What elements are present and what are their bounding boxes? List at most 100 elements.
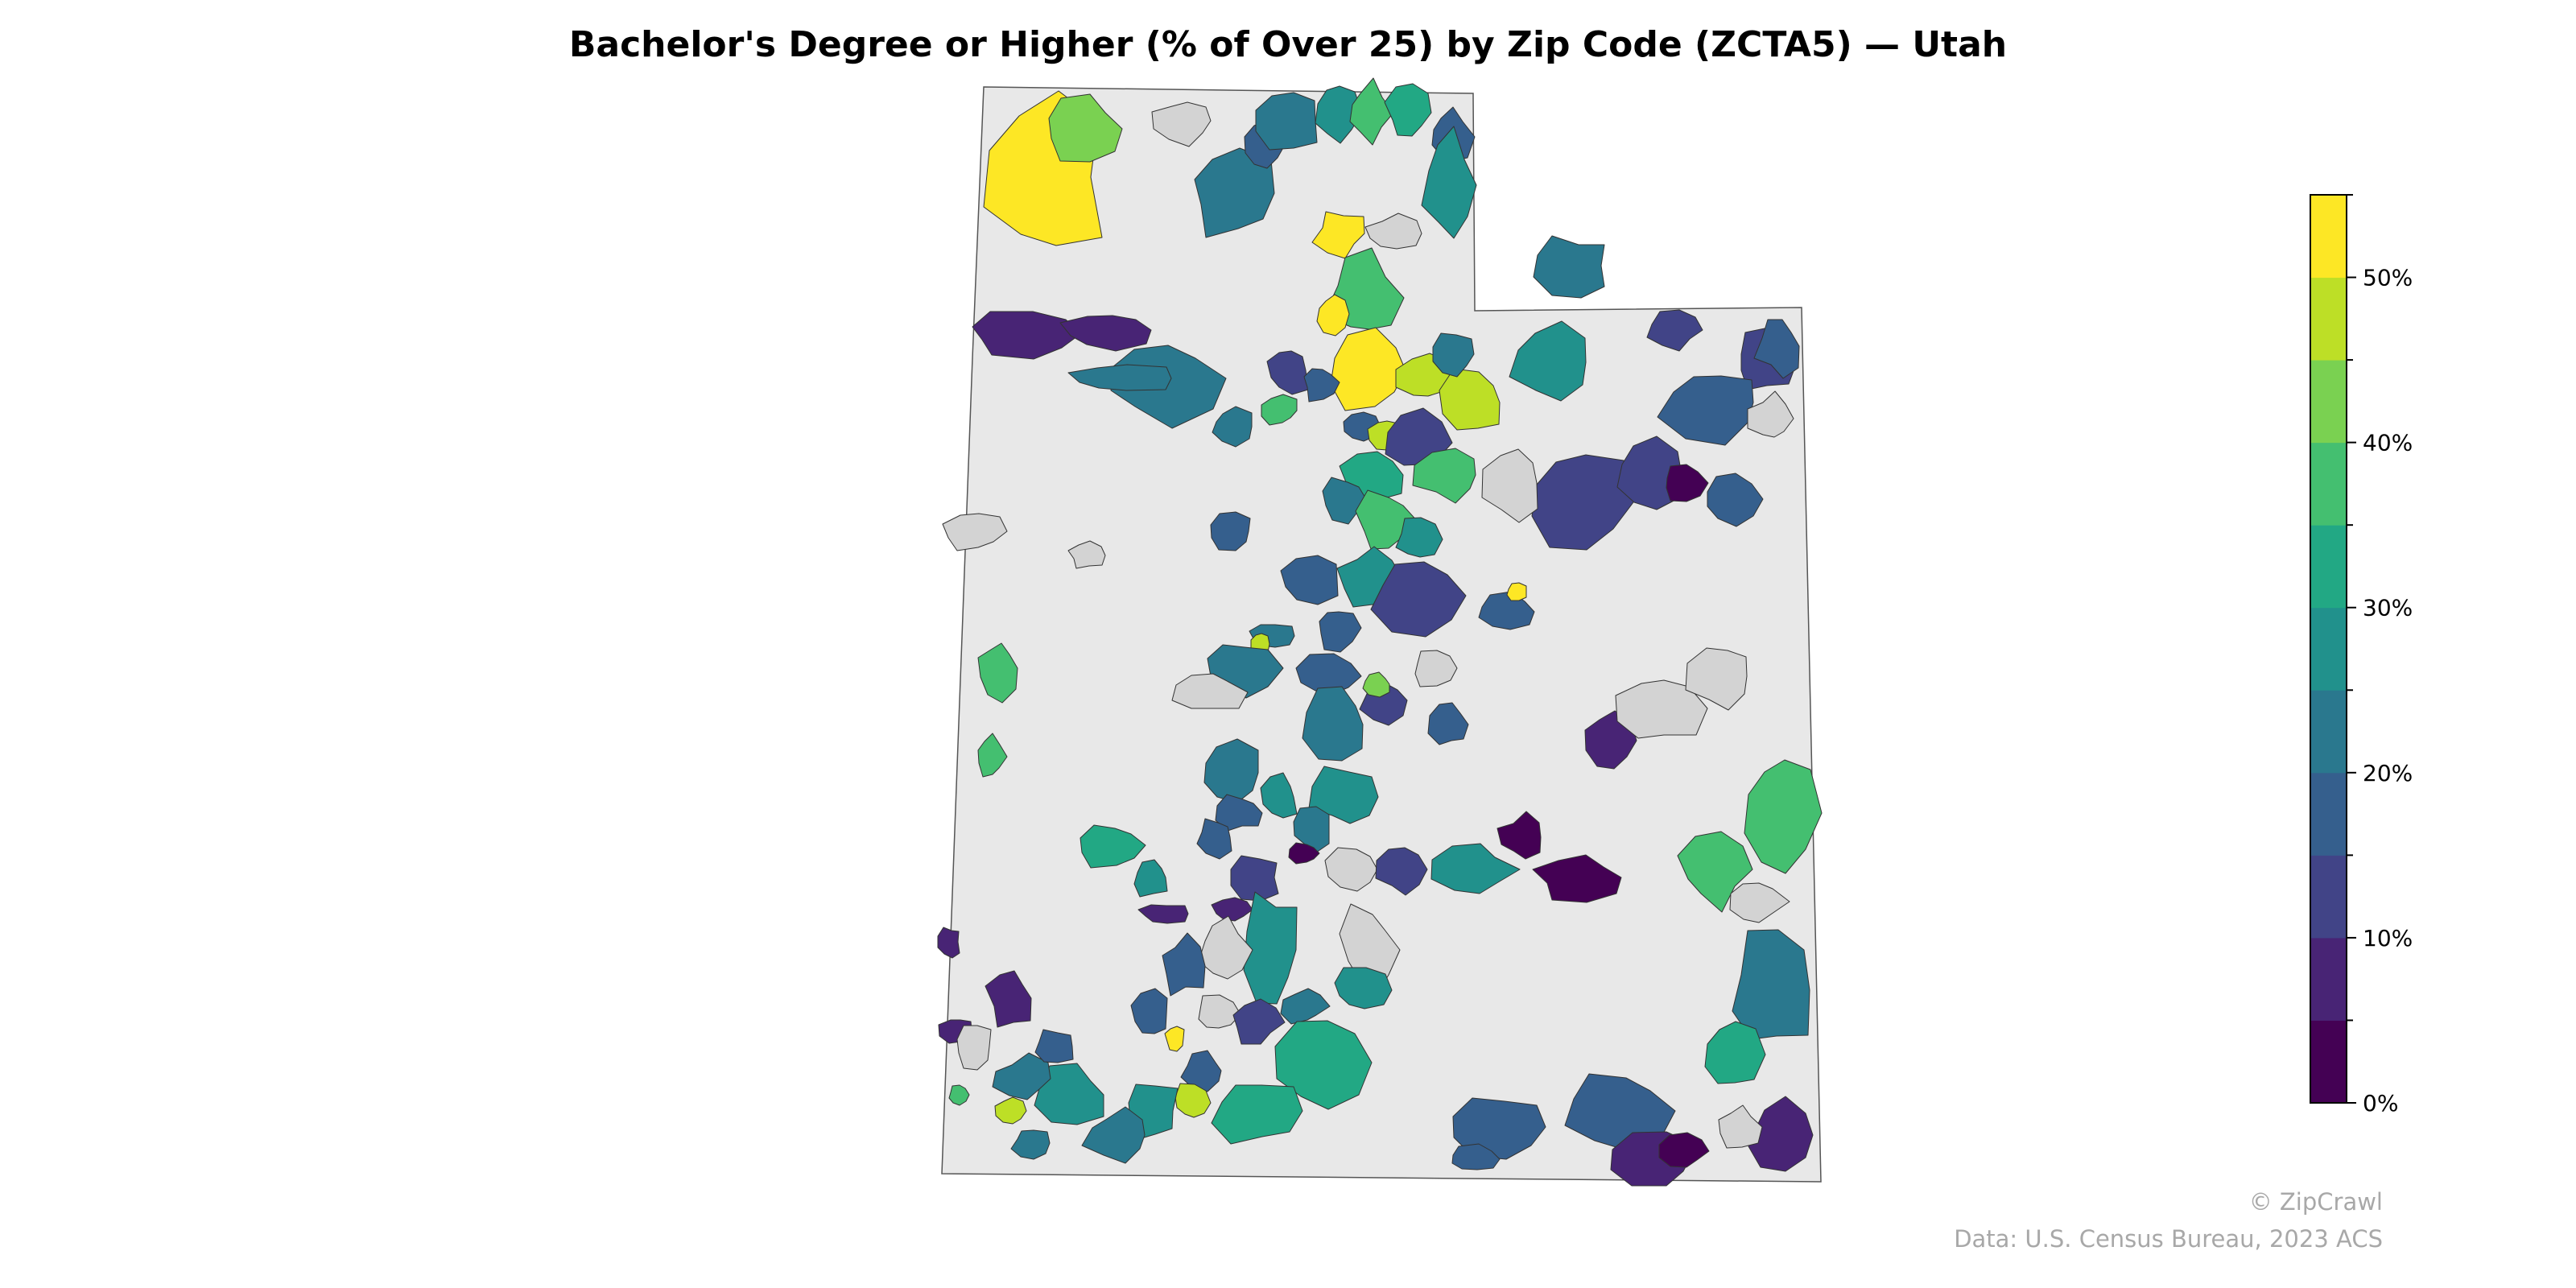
zcta-region <box>1164 1026 1185 1052</box>
zcta-region <box>1266 350 1309 395</box>
zcta-region <box>1308 766 1379 824</box>
zcta-region <box>1439 368 1501 431</box>
colorbar-tick-label: 50% <box>2363 265 2413 291</box>
colorbar-bin <box>2310 772 2347 856</box>
zcta-no-data <box>1718 1104 1763 1149</box>
zcta-region <box>1430 843 1521 894</box>
zcta-region <box>1067 364 1172 391</box>
zcta-region <box>1315 85 1363 144</box>
zcta-region <box>977 642 1018 704</box>
zcta-region <box>1744 759 1823 874</box>
colorbar-legend: 0% 10% 20% 30% 40% 50% <box>2310 194 2413 1117</box>
utah-state-shape <box>941 86 1822 1183</box>
colorbar-tick-label: 0% <box>2363 1090 2398 1117</box>
zcta-region <box>1280 988 1331 1025</box>
zcta-region <box>1034 1029 1074 1063</box>
zcta-region <box>1081 1106 1146 1164</box>
zcta-region <box>1658 1132 1710 1168</box>
zcta-region <box>1496 811 1542 860</box>
zcta-no-data <box>1067 540 1106 569</box>
zcta-region <box>1232 998 1286 1045</box>
zcta-region <box>1334 967 1393 1009</box>
zcta-no-data <box>1481 448 1538 523</box>
colorbar-bin <box>2310 195 2347 279</box>
zcta-region <box>1211 1084 1303 1145</box>
zcta-region <box>1532 854 1622 903</box>
zcta-region <box>1616 436 1682 510</box>
zcta-region <box>1196 818 1232 860</box>
zcta-region <box>1302 686 1364 762</box>
colorbar-bin <box>2310 360 2347 444</box>
zcta-region <box>1162 932 1206 997</box>
colorbar-bin <box>2310 855 2347 939</box>
zcta-no-data <box>1364 213 1422 250</box>
zcta-region <box>1666 464 1709 502</box>
colorbar-bin <box>2310 442 2347 526</box>
zcta-region <box>1288 842 1320 865</box>
zcta-region <box>1130 988 1168 1034</box>
zcta-region <box>1533 235 1605 299</box>
zcta-no-data <box>1615 679 1708 739</box>
zcta-region <box>1330 327 1406 411</box>
colorbar-bin <box>2310 1020 2347 1104</box>
zcta-region <box>1215 794 1263 832</box>
zcta-region <box>1280 555 1339 605</box>
zcta-region <box>1432 332 1475 378</box>
zcta-region <box>948 1084 970 1106</box>
zcta-region <box>1451 1143 1501 1170</box>
zcta-region <box>1753 319 1800 379</box>
credit-source: Data: U.S. Census Bureau, 2023 ACS <box>1954 1225 2383 1253</box>
zcta-regions <box>937 77 1823 1187</box>
zcta-region <box>1034 1063 1104 1125</box>
zcta-no-data <box>1171 673 1249 709</box>
colorbar-tick-label: 40% <box>2363 430 2413 456</box>
zcta-region <box>1657 375 1754 446</box>
zcta-region <box>1274 1020 1373 1110</box>
zcta-region <box>1319 611 1362 653</box>
zcta-no-data <box>956 1025 992 1071</box>
colorbar-bin <box>2310 937 2347 1021</box>
zcta-region <box>1707 473 1764 527</box>
zcta-region <box>1427 702 1469 745</box>
zcta-region <box>1080 824 1146 869</box>
zcta-region <box>1395 517 1443 558</box>
colorbar-bin <box>2310 690 2347 774</box>
zcta-region <box>1261 394 1298 426</box>
zcta-region <box>1293 806 1330 853</box>
zcta-region <box>977 733 1008 778</box>
zcta-region <box>1349 77 1394 146</box>
zcta-region <box>1137 904 1189 924</box>
zcta-region <box>1180 1050 1222 1092</box>
zcta-no-data <box>1151 101 1212 147</box>
colorbar-tick-label: 30% <box>2363 595 2413 621</box>
zcta-region <box>1212 406 1253 448</box>
zcta-no-data <box>1685 647 1748 711</box>
zcta-region <box>1732 929 1810 1040</box>
zcta-region <box>1646 309 1703 352</box>
zcta-region <box>1303 368 1340 402</box>
zcta-region <box>1048 93 1123 163</box>
zcta-region <box>1370 561 1467 638</box>
zcta-region <box>1260 772 1298 819</box>
utah-state-outline <box>941 86 1822 1183</box>
zcta-no-data <box>1198 994 1241 1029</box>
zcta-region <box>1211 897 1253 922</box>
zcta-region <box>1677 831 1753 913</box>
colorbar-bin <box>2310 525 2347 609</box>
zcta-no-data <box>1747 390 1794 438</box>
colorbar-bin <box>2310 277 2347 361</box>
zcta-region <box>1010 1129 1051 1160</box>
zcta-no-data <box>1729 882 1790 923</box>
zcta-region <box>985 970 1032 1028</box>
zcta-region <box>992 1052 1051 1100</box>
map-title: Bachelor's Degree or Higher (% of Over 2… <box>568 24 2008 65</box>
zcta-region <box>1704 1021 1766 1084</box>
zcta-region <box>1174 1083 1212 1118</box>
zcta-region <box>1375 847 1428 896</box>
zcta-region <box>1316 294 1350 336</box>
zcta-region <box>1421 126 1477 239</box>
colorbar-frame <box>2310 194 2347 1104</box>
zcta-no-data <box>1414 650 1458 687</box>
colorbar-tick-label: 10% <box>2363 925 2413 952</box>
